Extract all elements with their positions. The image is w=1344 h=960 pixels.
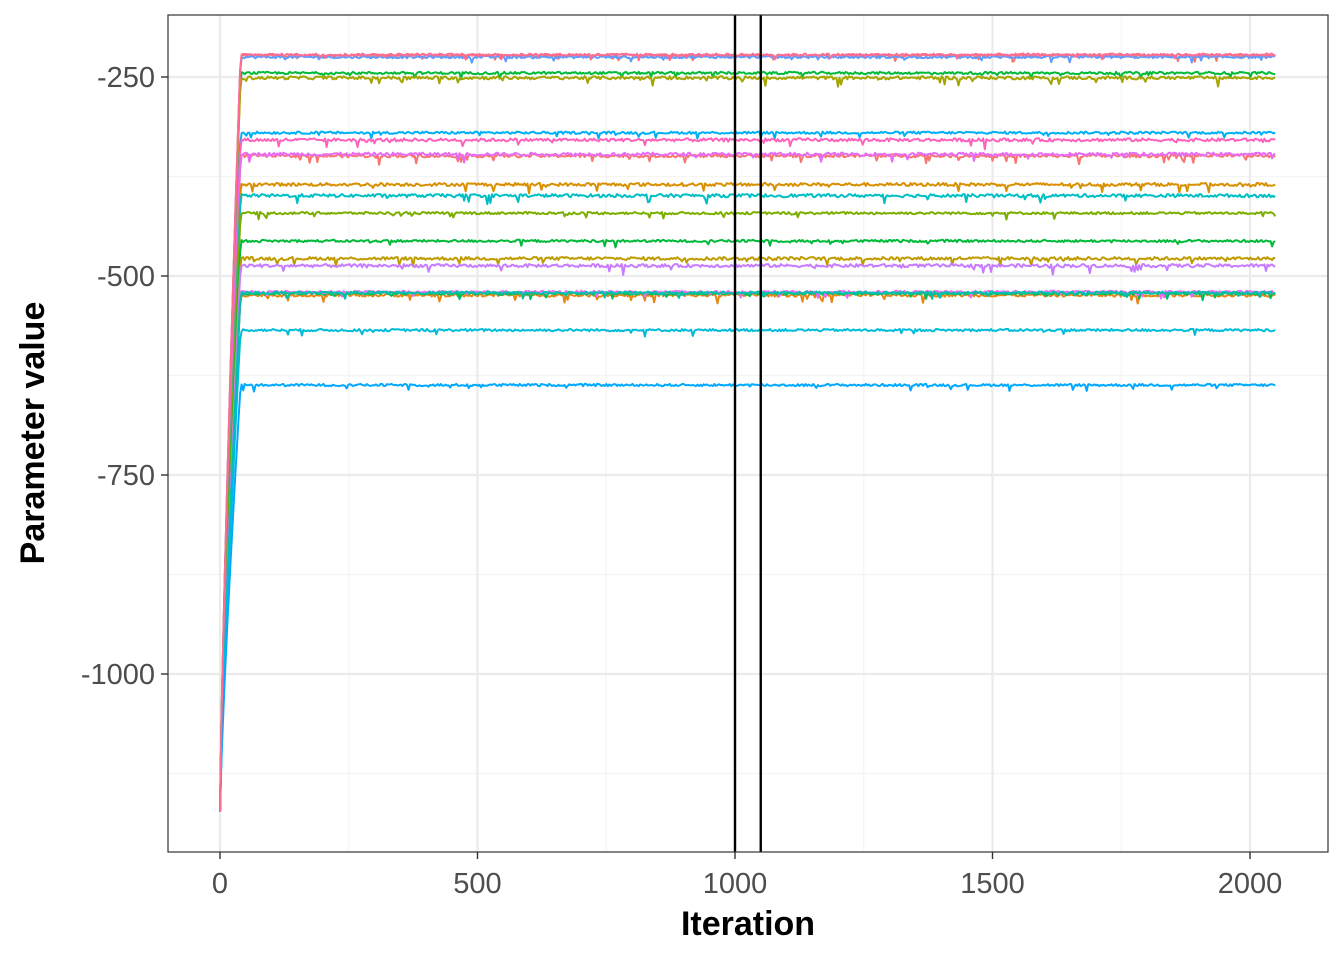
series-line-p8	[219, 151, 1276, 812]
vertical-reference-lines	[733, 15, 762, 852]
x-tick-label: 0	[212, 868, 228, 900]
series-line-p6	[219, 137, 1276, 812]
x-tick-label: 500	[453, 868, 501, 900]
series-line-p21	[219, 52, 1276, 812]
y-tick-label: -750	[97, 460, 155, 492]
series-line-p14	[219, 263, 1276, 812]
series-line-p3	[219, 70, 1276, 812]
series-line-p4	[219, 75, 1276, 812]
panel-border	[167, 14, 1329, 853]
series-line-p7	[219, 153, 1276, 812]
series-line-p13	[219, 255, 1276, 812]
series-lines	[219, 52, 1277, 812]
y-tick-label: -500	[97, 261, 155, 293]
x-tick-label: 1000	[703, 868, 768, 900]
y-axis-title: Parameter value	[14, 302, 52, 565]
y-tick-label: -1000	[81, 659, 155, 691]
series-line-p20	[219, 382, 1276, 812]
x-axis-title: Iteration	[681, 905, 815, 943]
series-line-p10	[219, 193, 1276, 812]
y-tick-label: -250	[97, 62, 155, 94]
series-line-p1	[219, 53, 1276, 812]
series-line-p2	[219, 54, 1276, 812]
series-line-p11	[219, 210, 1277, 812]
series-line-p19	[219, 327, 1276, 812]
series-line-p15	[219, 292, 1276, 812]
series-line-p9	[219, 181, 1276, 812]
series-line-p18	[219, 290, 1276, 812]
x-tick-label: 2000	[1218, 868, 1283, 900]
axes: 0 500 1000 1500 2000 -250 -500 -750 -1000	[81, 62, 1282, 900]
series-line-p17	[219, 289, 1276, 812]
series-line-p12	[219, 238, 1276, 812]
series-line-p16	[219, 291, 1276, 812]
series-line-p5	[219, 130, 1276, 812]
x-tick-label: 1500	[960, 868, 1025, 900]
